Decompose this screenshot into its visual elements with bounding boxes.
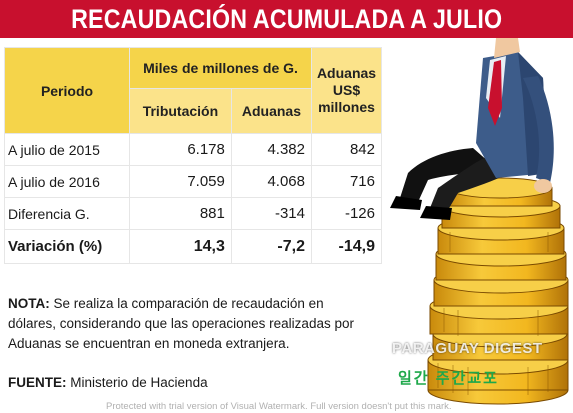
header-usd: Aduanas US$ millones [311, 47, 382, 134]
title-banner: RECAUDACIÓN ACUMULADA A JULIO [0, 0, 573, 38]
cell-tributacion: 14,3 [129, 229, 232, 264]
table-row-variacion: Variación (%) 14,3 -7,2 -14,9 [4, 229, 382, 264]
header-usd-text: Aduanas US$ millones [316, 65, 377, 115]
header-miles: Miles de millones de G. [129, 47, 312, 89]
source-text: Ministerio de Hacienda [70, 375, 208, 390]
source-label: FUENTE: [8, 375, 67, 390]
revenue-table: Periodo Miles de millones de G. Aduanas … [4, 47, 382, 264]
note-label: NOTA: [8, 296, 50, 311]
table-row: A julio de 2015 6.178 4.382 842 [4, 133, 382, 166]
row-label: A julio de 2015 [4, 133, 130, 166]
page-title: RECAUDACIÓN ACUMULADA A JULIO [70, 3, 503, 34]
cell-usd: -14,9 [311, 229, 382, 264]
table-row: Diferencia G. 881 -314 -126 [4, 197, 382, 230]
header-tributacion: Tributación [129, 88, 232, 134]
businessman-on-coins-illustration [390, 38, 569, 405]
note-text: Se realiza la comparación de recaudación… [8, 296, 354, 351]
coin-stack-icon [427, 177, 569, 405]
row-label: A julio de 2016 [4, 165, 130, 198]
note-paragraph: NOTA: Se realiza la comparación de recau… [8, 294, 368, 354]
watermark-trial: Protected with trial version of Visual W… [106, 401, 452, 412]
cell-tributacion: 6.178 [129, 133, 232, 166]
cell-usd: -126 [311, 197, 382, 230]
table-row: A julio de 2016 7.059 4.068 716 [4, 165, 382, 198]
header-periodo: Periodo [4, 47, 130, 134]
cell-usd: 716 [311, 165, 382, 198]
cell-aduanas: 4.068 [230, 165, 313, 198]
cell-aduanas: -7,2 [230, 229, 313, 264]
source-line: FUENTE: Ministerio de Hacienda [8, 375, 208, 390]
row-label: Diferencia G. [4, 197, 130, 230]
watermark-site: PARAGUAY DIGEST [392, 340, 543, 357]
cell-usd: 842 [311, 133, 382, 166]
cell-aduanas: -314 [230, 197, 313, 230]
watermark-korean: 일간 주간교포 [398, 370, 499, 387]
row-label: Variación (%) [4, 229, 130, 264]
cell-tributacion: 881 [129, 197, 232, 230]
businessman-icon [390, 38, 554, 220]
cell-tributacion: 7.059 [129, 165, 232, 198]
header-aduanas: Aduanas [230, 88, 313, 134]
cell-aduanas: 4.382 [230, 133, 313, 166]
